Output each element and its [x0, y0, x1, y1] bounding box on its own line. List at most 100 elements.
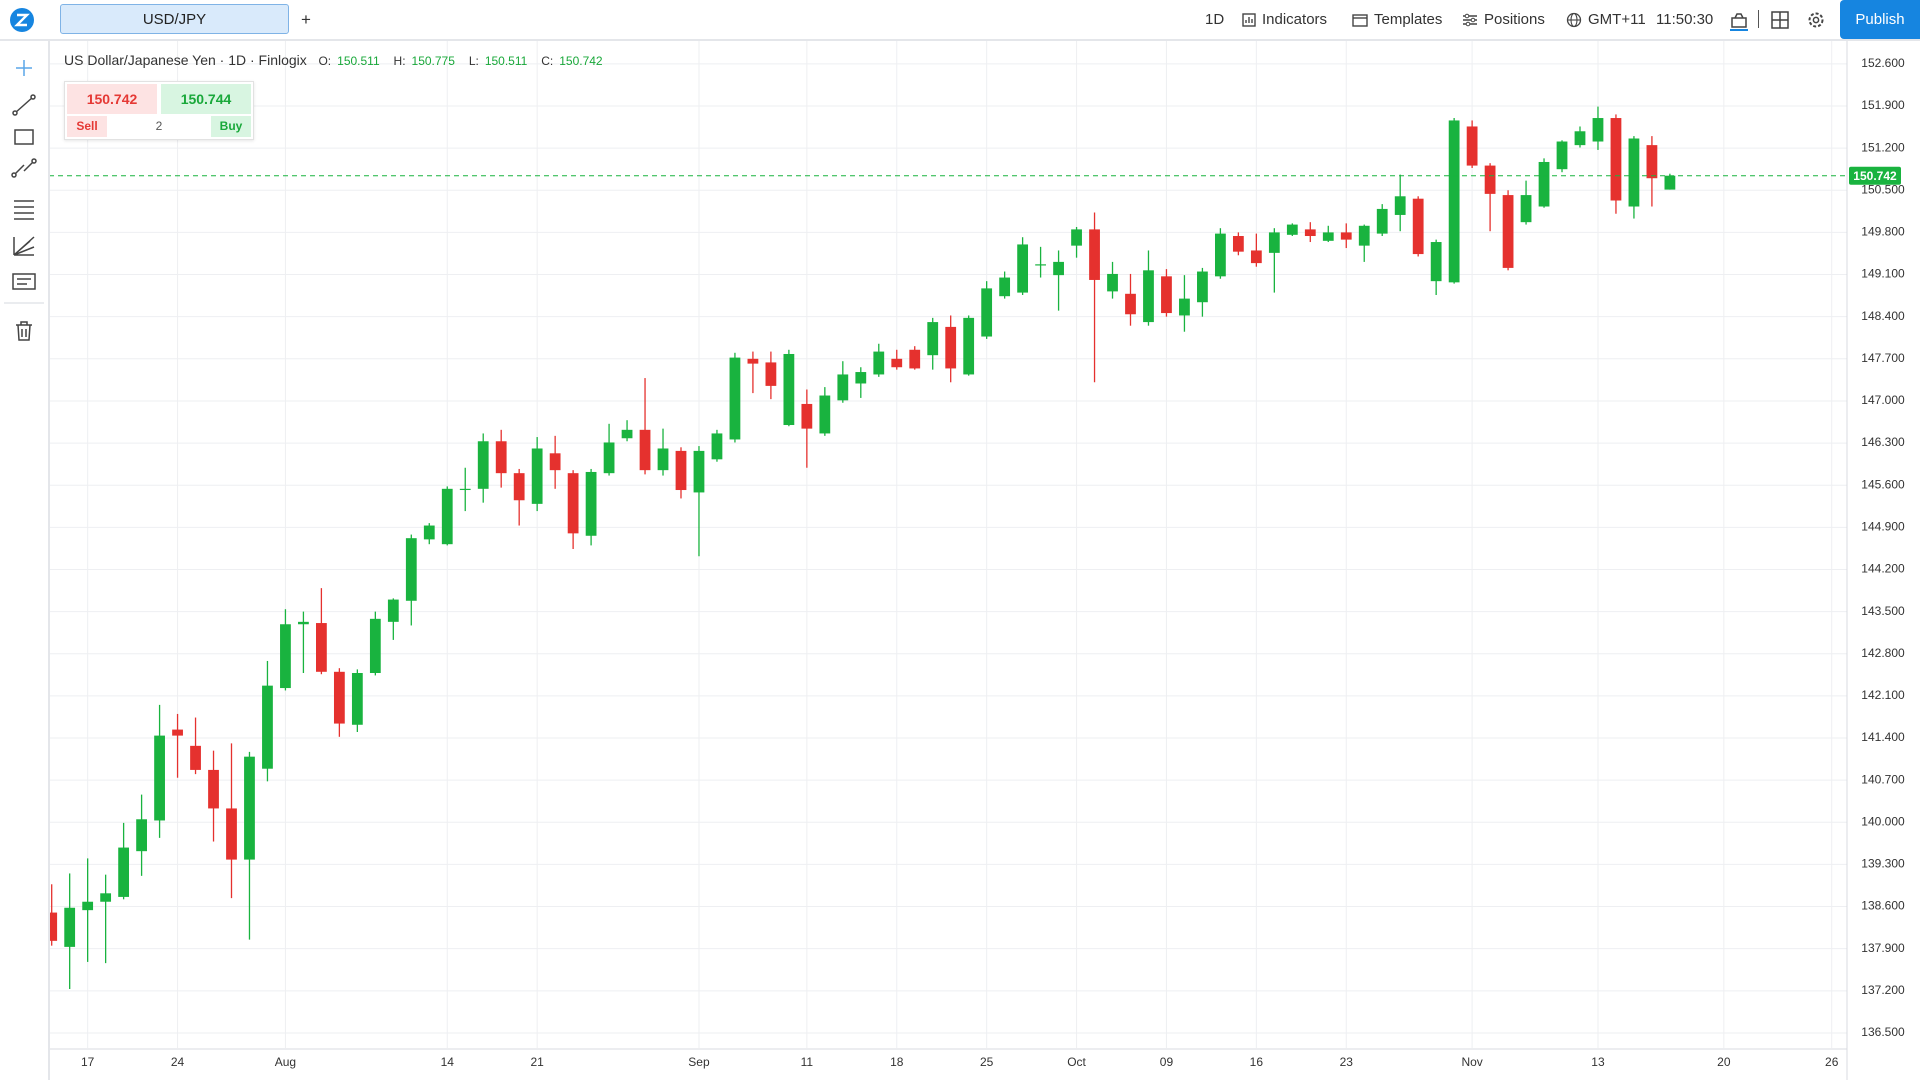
positions-button[interactable]: Positions — [1462, 0, 1545, 39]
candle-body — [262, 685, 273, 769]
x-tick-label: 09 — [1160, 1055, 1174, 1069]
candle-body — [999, 277, 1011, 297]
x-tick-label: Oct — [1067, 1055, 1086, 1069]
candle-body — [531, 448, 543, 504]
crosshair-tool[interactable] — [16, 60, 32, 76]
drawing-tools — [4, 60, 44, 341]
candle-body — [1089, 229, 1100, 280]
ohlc-value: 150.511 — [337, 54, 380, 68]
x-tick-label: 21 — [530, 1055, 544, 1069]
candle-body — [747, 358, 759, 364]
candle-body — [208, 769, 219, 809]
clock: 11:50:30 — [1656, 11, 1714, 28]
y-tick-label: 146.300 — [1861, 435, 1905, 449]
channel-tool[interactable] — [11, 158, 37, 178]
x-tick-label: 24 — [171, 1055, 185, 1069]
y-tick-label: 144.900 — [1861, 520, 1905, 534]
candle-body — [477, 441, 489, 489]
layout-button[interactable] — [1770, 10, 1790, 30]
candle-body — [819, 395, 831, 434]
chart-legend: US Dollar/Japanese Yen · 1D · Finlogix O… — [64, 52, 613, 68]
candle-body — [82, 901, 94, 911]
candle-body — [1035, 264, 1046, 266]
candle-body — [333, 671, 345, 724]
positions-icon — [1463, 13, 1477, 27]
candle-body — [1197, 271, 1208, 303]
ohlc-value: 150.775 — [411, 54, 455, 68]
logo[interactable] — [10, 8, 34, 32]
candle-body — [1592, 118, 1604, 142]
candle-body — [603, 442, 615, 474]
candle-body — [963, 317, 975, 375]
drawing-toolbar — [0, 41, 50, 1080]
gann-tool[interactable] — [13, 236, 35, 256]
candle-body — [1520, 195, 1532, 223]
interval-button[interactable]: 1D — [1205, 11, 1225, 28]
candle-body — [1646, 145, 1658, 179]
settings-button[interactable] — [1806, 10, 1826, 30]
quantity-input[interactable]: 2 — [155, 119, 163, 133]
candle-body — [711, 433, 723, 460]
templates-label: Templates — [1374, 11, 1443, 28]
candle-body — [837, 374, 849, 401]
trade-widget: 150.742 150.744 Sell 2 Buy — [64, 81, 254, 140]
positions-label: Positions — [1484, 11, 1545, 28]
x-tick-label: Nov — [1461, 1055, 1482, 1069]
add-symbol[interactable]: + — [301, 10, 311, 29]
candle-body — [298, 621, 309, 625]
symbol-input[interactable]: USD/JPY — [60, 4, 289, 34]
rectangle-tool[interactable] — [14, 129, 34, 145]
candle-body — [1143, 270, 1154, 323]
candle-body — [280, 624, 291, 689]
text-tool[interactable] — [12, 273, 36, 290]
y-tick-label: 149.100 — [1861, 267, 1905, 281]
buy-price[interactable]: 150.744 — [161, 84, 251, 114]
fibonacci-tool[interactable] — [14, 200, 34, 220]
y-tick-label: 140.700 — [1861, 772, 1905, 786]
indicators-label: Indicators — [1262, 11, 1328, 28]
x-tick-label: 23 — [1340, 1055, 1354, 1069]
trendline-tool[interactable] — [12, 94, 36, 116]
ohlc-label: L: — [468, 54, 479, 68]
ohlc-label: H: — [393, 54, 406, 68]
indicators-icon — [1242, 13, 1256, 27]
publish-button[interactable]: Publish — [1840, 0, 1920, 39]
timezone-button[interactable]: GMT+11 — [1566, 0, 1646, 39]
candle-body — [1304, 229, 1316, 237]
candle-body — [891, 358, 903, 368]
candle-body — [369, 618, 381, 674]
y-tick-label: 142.800 — [1861, 646, 1905, 660]
candle-body — [873, 351, 885, 375]
candle-body — [945, 326, 957, 369]
ohlc-label: C: — [541, 54, 554, 68]
candle-body — [1179, 298, 1190, 316]
candle-body — [190, 745, 201, 770]
candle-body — [801, 403, 813, 429]
indicators-button[interactable]: Indicators — [1242, 0, 1327, 39]
candle-body — [1125, 293, 1136, 315]
candle-body — [1466, 126, 1478, 166]
y-tick-label: 147.000 — [1861, 393, 1905, 407]
x-tick-label: 11 — [801, 1055, 814, 1069]
x-tick-label: 25 — [980, 1055, 994, 1069]
y-tick-label: 136.500 — [1861, 1025, 1905, 1039]
candle-body — [405, 538, 417, 601]
buy-button[interactable]: Buy — [211, 116, 251, 137]
candle-body — [783, 353, 795, 426]
screenshot-button[interactable] — [1728, 10, 1750, 32]
templates-button[interactable]: Templates — [1352, 0, 1442, 39]
candle-body — [244, 756, 255, 860]
candle-body — [1358, 225, 1370, 246]
candle-body — [1250, 250, 1262, 264]
sell-button[interactable]: Sell — [67, 116, 107, 137]
candle-body — [927, 322, 939, 356]
globe-icon — [1566, 12, 1582, 28]
delete-tool[interactable] — [16, 321, 32, 341]
sell-price[interactable]: 150.742 — [67, 84, 157, 114]
candle-body — [154, 735, 165, 821]
candle-body — [100, 893, 112, 902]
y-tick-label: 139.300 — [1861, 857, 1905, 871]
x-tick-label: 14 — [441, 1055, 455, 1069]
